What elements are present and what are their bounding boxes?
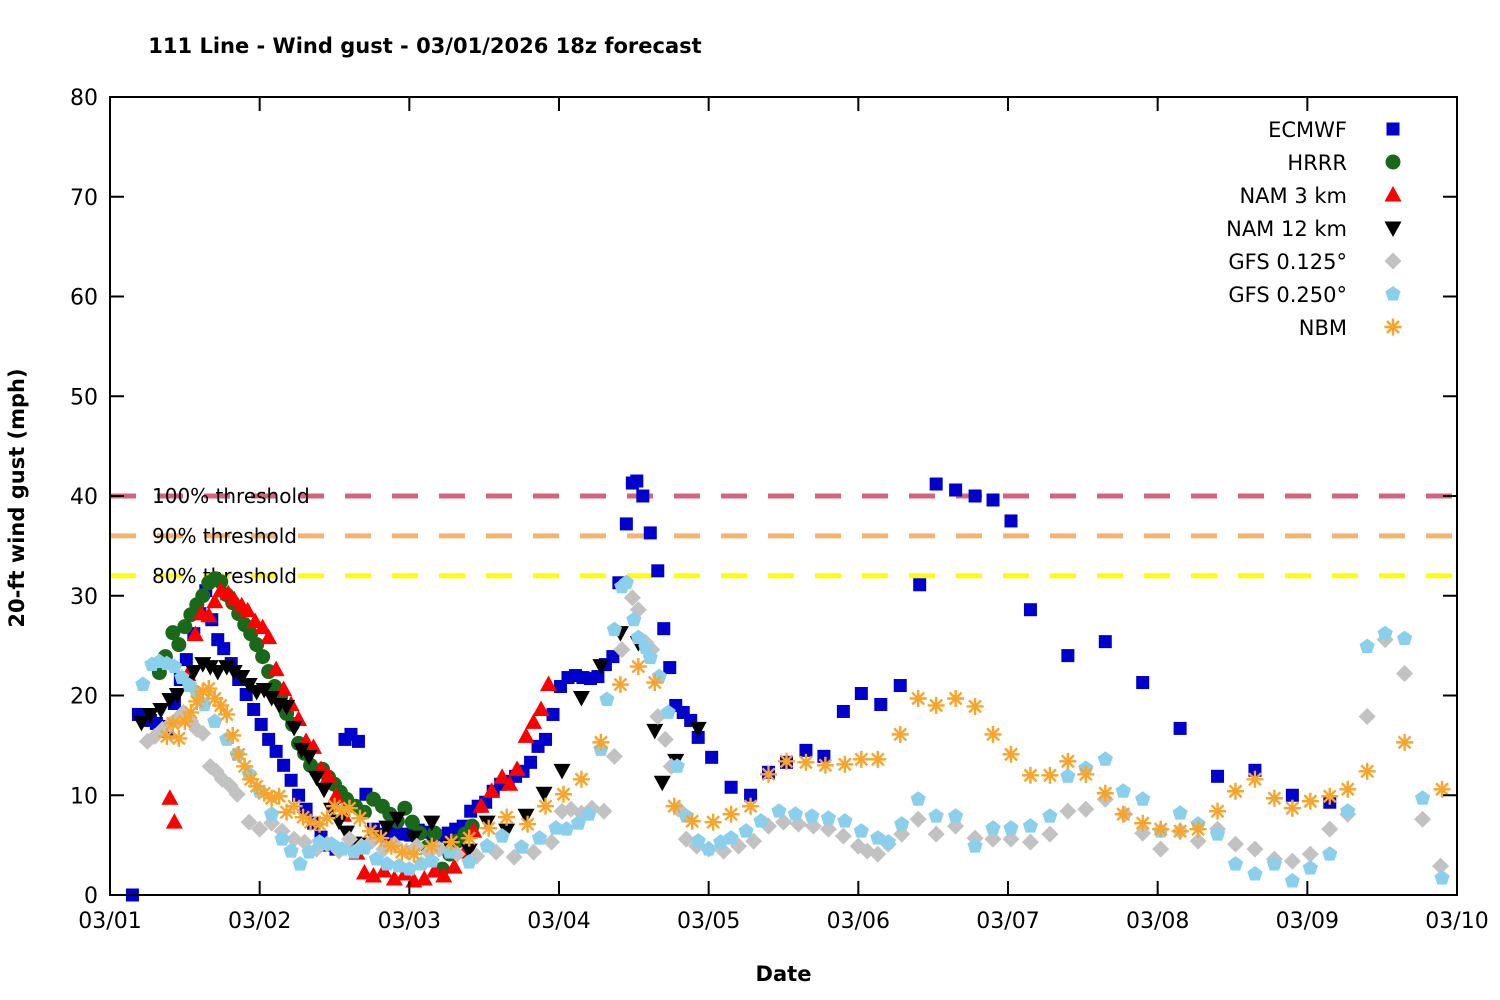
legend-label-nam-12-km: NAM 12 km (1226, 217, 1347, 241)
legend-marker-nam-3-km-icon (1384, 186, 1402, 202)
legend-label-hrrr: HRRR (1287, 151, 1347, 175)
x-axis-title: Date (755, 962, 812, 986)
series-nbm (158, 658, 1451, 863)
legend: ECMWF HRRR NAM 3 km NAM 12 km GFS 0.125° GFS … (1226, 118, 1402, 340)
y-tick-label-20: 20 (70, 685, 98, 710)
x-tick-label-03-07: 03/07 (976, 909, 1039, 934)
chart-title: 111 Line - Wind gust - 03/01/2026 18z fo… (0, 34, 1500, 58)
legend-marker-ecmwf-icon (1386, 122, 1400, 136)
x-tick-label-03-08: 03/08 (1126, 909, 1189, 934)
legend-label-gfs-0-125: GFS 0.125° (1228, 250, 1347, 274)
legend-label-gfs-0-250: GFS 0.250° (1228, 283, 1347, 307)
series-gfs-0-250 (135, 574, 1450, 888)
x-tick-label-03-06: 03/06 (827, 909, 890, 934)
x-tick-label-03-01: 03/01 (78, 909, 141, 934)
series-gfs-0-125 (138, 589, 1450, 875)
threshold-label-100-threshold: 100% threshold (152, 484, 310, 508)
y-tick-label-80: 80 (70, 86, 98, 111)
legend-marker-hrrr-icon (1385, 154, 1401, 170)
x-tick-label-03-10: 03/10 (1425, 909, 1488, 934)
x-tick-label-03-04: 03/04 (527, 909, 590, 934)
y-tick-label-50: 50 (70, 385, 98, 410)
x-tick-label-03-09: 03/09 (1276, 909, 1339, 934)
series-nam-3-km (161, 581, 558, 888)
y-tick-label-0: 0 (84, 884, 98, 909)
legend-label-ecmwf: ECMWF (1268, 118, 1347, 142)
axes-frame: 0 10 20 30 40 50 60 70 80 03/01 03/02 03/03 03/04 03/… (70, 86, 1489, 934)
threshold-label-90-threshold: 90% threshold (152, 524, 297, 548)
y-tick-label-70: 70 (70, 186, 98, 211)
chart-title-text: 111 Line - Wind gust - 03/01/2026 18z fo… (148, 34, 702, 58)
y-tick-label-30: 30 (70, 585, 98, 610)
y-tick-label-60: 60 (70, 286, 98, 311)
legend-marker-gfs-0-250-icon (1385, 286, 1401, 301)
y-tick-label-10: 10 (70, 784, 98, 809)
x-tick-label-03-02: 03/02 (228, 909, 291, 934)
legend-marker-nam-12-km-icon (1384, 221, 1402, 237)
legend-label-nam-3-km: NAM 3 km (1239, 184, 1347, 208)
legend-label-nbm: NBM (1299, 316, 1347, 340)
legend-marker-nbm-icon (1384, 318, 1402, 336)
y-tick-label-40: 40 (70, 485, 98, 510)
x-tick-label-03-03: 03/03 (378, 909, 441, 934)
legend-marker-gfs-0-125-icon (1384, 252, 1402, 270)
x-tick-label-03-05: 03/05 (677, 909, 740, 934)
